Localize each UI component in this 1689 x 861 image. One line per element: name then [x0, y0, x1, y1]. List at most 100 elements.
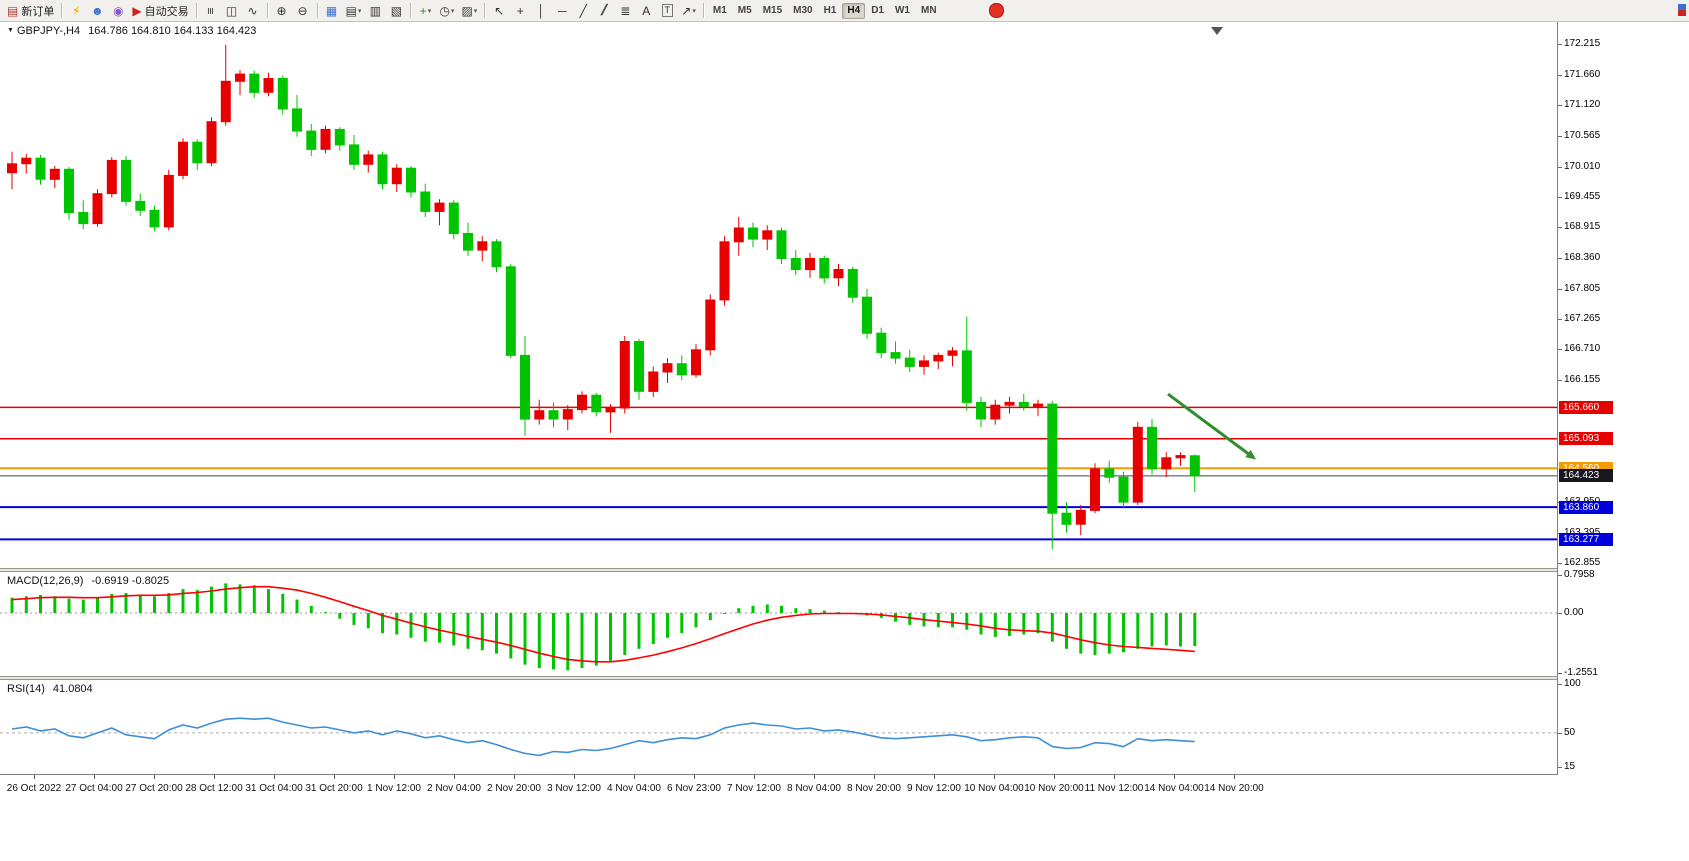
candlestick-chart-button[interactable]: ◫ — [222, 2, 242, 20]
charts-list-button[interactable]: ▤ ▾ — [343, 2, 365, 20]
window-menu-icon[interactable]: ▼ — [7, 27, 14, 34]
candle-body — [562, 409, 573, 420]
rsi-canvas[interactable] — [0, 680, 1557, 774]
candle-body — [662, 363, 673, 373]
trendline-button[interactable]: ╱ — [573, 2, 593, 20]
macd-histogram-bar — [666, 613, 669, 638]
macd-histogram-bar — [623, 613, 627, 655]
main-chart-canvas[interactable] — [0, 22, 1557, 568]
candle-body — [1061, 512, 1072, 525]
zoom-in-button[interactable]: ⊕ — [272, 2, 292, 20]
bar-chart-button[interactable]: ≡ — [201, 2, 221, 20]
symbol-period-label: GBPJPY-,H4 — [16, 25, 81, 37]
price-axis[interactable]: 172.215 171.660 171.120 170.565 170.010 169.4… — [1557, 22, 1689, 775]
tile-windows-button[interactable]: ▦ — [322, 2, 342, 20]
data-window-button[interactable]: ▥ — [365, 2, 385, 20]
support-1-price-tag: 163.860 — [1559, 501, 1613, 514]
time-axis-tick — [994, 775, 995, 779]
tf-h4-label: H4 — [847, 5, 861, 16]
text-button[interactable]: A — [636, 2, 656, 20]
macd-histogram-bar — [153, 596, 156, 613]
tf-m30-button[interactable]: M30 — [788, 3, 817, 19]
macd-histogram-bar — [936, 613, 940, 628]
horizontal-line-button[interactable]: ─ — [552, 2, 572, 20]
arrows-button[interactable]: ↗ ▾ — [678, 2, 699, 20]
macd-histogram-bar — [1193, 613, 1197, 647]
toolbar-corner-icon[interactable] — [1678, 4, 1686, 16]
profile-button[interactable]: ☻ — [87, 2, 107, 20]
arrows-icon: ↗ — [681, 3, 692, 18]
time-axis-tick — [274, 775, 275, 779]
autotrading-button[interactable]: ▶ 自动交易 — [129, 2, 191, 20]
time-axis-label: 27 Oct 04:00 — [65, 783, 123, 794]
trend-arrow-head[interactable] — [1245, 449, 1256, 460]
macd-histogram-bar — [324, 612, 327, 614]
pane-splitter-2[interactable] — [0, 676, 1689, 680]
tf-h1-button[interactable]: H1 — [819, 3, 842, 19]
new-order-icon: ▤ — [7, 3, 19, 18]
vertical-line-button[interactable]: │ — [531, 2, 551, 20]
price-axis-label: 167.805 — [1564, 283, 1601, 294]
candle-body — [263, 78, 274, 93]
macd-histogram-bar — [267, 589, 270, 613]
candle-body — [163, 174, 174, 228]
channel-button[interactable]: ╱╱ — [594, 2, 614, 20]
candle-body — [21, 157, 32, 165]
toolbar-separator — [702, 3, 704, 18]
toolbar-separator — [195, 3, 197, 18]
tf-w1-button[interactable]: W1 — [890, 3, 915, 19]
zoom-out-button[interactable]: ⊖ — [293, 2, 313, 20]
candle-body — [548, 410, 559, 420]
price-axis-label: 162.855 — [1564, 557, 1601, 568]
notifications-badge[interactable] — [988, 3, 1004, 18]
crosshair-button[interactable]: + — [510, 2, 530, 20]
tf-d1-button[interactable]: D1 — [866, 3, 889, 19]
templates-button[interactable]: ▨ ▾ — [458, 2, 480, 20]
support-2-price-tag: 163.277 — [1559, 533, 1613, 546]
macd-histogram-bar — [24, 596, 28, 613]
candle-body — [35, 157, 46, 180]
macd-histogram-bar — [338, 613, 342, 619]
broadcast-button[interactable]: ◉ — [108, 2, 128, 20]
cursor-button[interactable]: ↖ — [489, 2, 509, 20]
time-axis-tick — [634, 775, 635, 779]
candle-body — [1075, 509, 1086, 525]
tf-h4-button[interactable]: H4 — [842, 2, 866, 19]
candle-body — [477, 241, 488, 251]
macd-canvas[interactable] — [0, 572, 1557, 676]
line-chart-icon: ∿ — [247, 3, 258, 18]
text-label-button[interactable]: T — [657, 2, 677, 20]
axis-tick — [1558, 227, 1562, 228]
candle-body — [705, 299, 716, 351]
fibonacci-button[interactable]: ≣ — [615, 2, 635, 20]
macd-histogram-bar — [181, 589, 185, 613]
trend-arrow-line[interactable] — [1167, 392, 1253, 458]
lightning-button[interactable]: ⚡ — [66, 2, 86, 20]
chart-shift-marker[interactable] — [1211, 27, 1223, 35]
macd-histogram-bar — [1122, 613, 1125, 653]
tf-m1-button[interactable]: M1 — [708, 3, 732, 19]
time-axis[interactable]: 26 Oct 2022 27 Oct 04:00 27 Oct 20:00 28 Oc… — [0, 774, 1689, 801]
tf-m15-button[interactable]: M15 — [758, 3, 787, 19]
price-axis-label: 166.710 — [1564, 343, 1601, 354]
line-chart-button[interactable]: ∿ — [243, 2, 263, 20]
new-chart-icon: + — [419, 3, 427, 18]
candle-body — [676, 363, 687, 376]
tf-m5-button[interactable]: M5 — [733, 3, 757, 19]
navigator-button[interactable]: ▧ — [386, 2, 406, 20]
new-chart-button[interactable]: + ▾ — [415, 2, 435, 20]
candle-body — [505, 266, 516, 356]
new-order-button[interactable]: ▤ 新订单 — [4, 2, 57, 20]
pane-splitter-1[interactable] — [0, 568, 1689, 572]
macd-histogram-bar — [965, 613, 969, 630]
time-axis-label: 2 Nov 20:00 — [487, 783, 541, 794]
candle-body — [790, 258, 801, 271]
candle-body — [235, 73, 245, 82]
profiles-button[interactable]: ◷ ▾ — [436, 2, 457, 20]
candle-body — [49, 168, 60, 180]
macd-histogram-bar — [694, 613, 698, 628]
macd-histogram-bar — [837, 612, 840, 614]
tf-m1-label: M1 — [712, 5, 727, 16]
tf-mn-button[interactable]: MN — [916, 3, 942, 19]
axis-tick — [1558, 167, 1562, 168]
